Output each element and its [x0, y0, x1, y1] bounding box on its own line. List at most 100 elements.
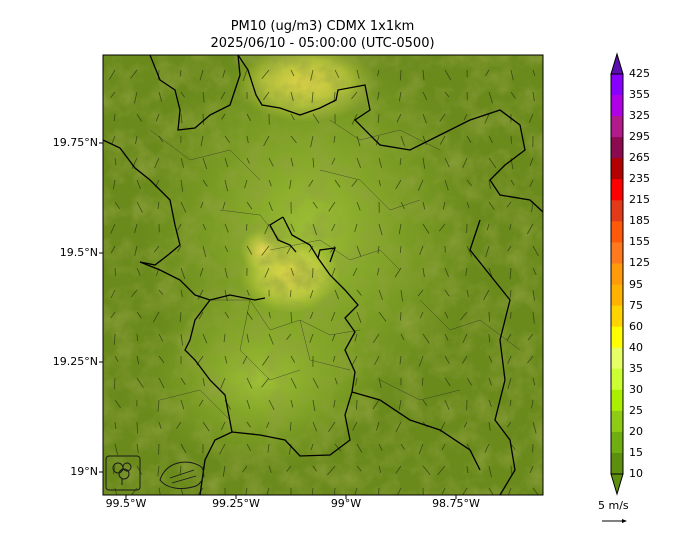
colorbar-bin: [611, 347, 623, 370]
wind-vector: [246, 135, 249, 144]
wind-vector: [311, 487, 314, 495]
wind-vector: [246, 113, 252, 121]
wind-vector: [466, 135, 472, 143]
wind-vector: [244, 179, 248, 189]
wind-vector: [488, 377, 492, 386]
wind-vector: [422, 333, 430, 344]
wind-vector: [396, 487, 402, 495]
colorbar-bin: [611, 284, 623, 307]
sedema-logo: [105, 455, 141, 491]
wind-vector: [421, 377, 424, 386]
wind-vector: [441, 443, 446, 451]
wind-vector: [510, 135, 512, 144]
colorbar-bin: [611, 200, 623, 222]
colorbar-bin: [611, 116, 623, 138]
wind-vector: [509, 289, 512, 298]
wind-vector: [399, 311, 402, 321]
wind-vector: [134, 245, 138, 256]
wind-vector: [268, 399, 275, 411]
wind-vector: [136, 355, 140, 365]
wind-vector: [202, 113, 204, 126]
wind-vector: [400, 333, 405, 340]
wind-vector: [352, 355, 358, 366]
wind-vector: [312, 157, 315, 168]
wind-vector: [510, 91, 516, 99]
wind-vector: [508, 487, 512, 495]
wind-vector: [485, 245, 490, 258]
wind-vector: [466, 377, 473, 386]
wind-vector: [395, 465, 402, 474]
wind-vector: [224, 223, 229, 233]
wind-vector: [312, 267, 314, 278]
colorbar-tick-label: 265: [629, 151, 650, 165]
wind-vector: [202, 333, 208, 344]
wind-vector: [529, 157, 534, 166]
wind-vector: [224, 267, 228, 279]
wind-vector: [529, 465, 534, 473]
wind-vector: [444, 267, 449, 277]
wind-vector: [330, 245, 336, 253]
wind-vector: [180, 289, 183, 297]
wind-vector: [286, 465, 292, 472]
colorbar-bin: [611, 242, 623, 264]
wind-vector: [351, 91, 358, 100]
wind-vector: [310, 135, 314, 148]
wind-vector: [422, 91, 428, 101]
wind-vector: [290, 377, 297, 389]
colorbar-bin: [611, 95, 623, 117]
wind-vector: [463, 421, 468, 428]
wind-vector: [289, 289, 292, 297]
wind-vector: [422, 113, 427, 124]
colorbar-tick-label: 25: [629, 403, 643, 417]
wind-vector: [131, 157, 138, 169]
wind-vector: [309, 311, 314, 319]
colorbar-tick-label: 10: [629, 467, 643, 480]
wind-vector: [246, 157, 250, 164]
wind-vector: [444, 377, 451, 387]
wind-vector: [202, 91, 205, 103]
wind-vector: [158, 377, 165, 389]
wind-vector: [245, 487, 248, 495]
wind-vector: [136, 465, 143, 475]
wind-vector: [199, 267, 204, 277]
wind-vector: [529, 179, 534, 188]
wind-vector: [507, 377, 512, 390]
wind-vector: [334, 179, 341, 188]
wind-vector: [356, 245, 362, 257]
colorbar-bin: [611, 158, 623, 180]
wind-vector: [220, 91, 226, 100]
wind-vector: [399, 355, 402, 365]
colorbar-tick-label: 75: [629, 298, 643, 312]
colorbar-tick-label: 155: [629, 235, 650, 249]
wind-vector: [220, 421, 226, 431]
wind-vector: [439, 113, 446, 122]
wind-vector: [378, 377, 382, 389]
wind-vector: [422, 135, 427, 145]
wind-vector: [459, 311, 468, 321]
wind-vector: [351, 113, 358, 125]
wind-vector: [356, 311, 362, 323]
wind-vector-field: [109, 69, 539, 495]
wind-vector: [422, 267, 425, 277]
wind-vector: [199, 69, 204, 81]
wind-vector: [224, 355, 228, 364]
wind-vector: [532, 245, 539, 256]
wind-vector: [136, 421, 138, 434]
wind-vector: [395, 179, 402, 190]
wind-vector: [398, 223, 402, 235]
wind-vector: [312, 399, 316, 412]
wind-vector: [507, 245, 512, 252]
wind-vector: [466, 245, 473, 257]
wind-vector: [488, 157, 497, 168]
wind-vector: [155, 113, 160, 122]
wind-vector: [488, 201, 495, 211]
wind-vector: [157, 465, 160, 476]
wind-vector: [180, 91, 185, 98]
wind-vector: [180, 157, 184, 168]
wind-vector: [286, 245, 292, 254]
wind-vector: [312, 113, 320, 124]
wind-vector: [422, 223, 430, 234]
wind-vector: [180, 201, 187, 213]
wind-vector: [326, 465, 336, 476]
